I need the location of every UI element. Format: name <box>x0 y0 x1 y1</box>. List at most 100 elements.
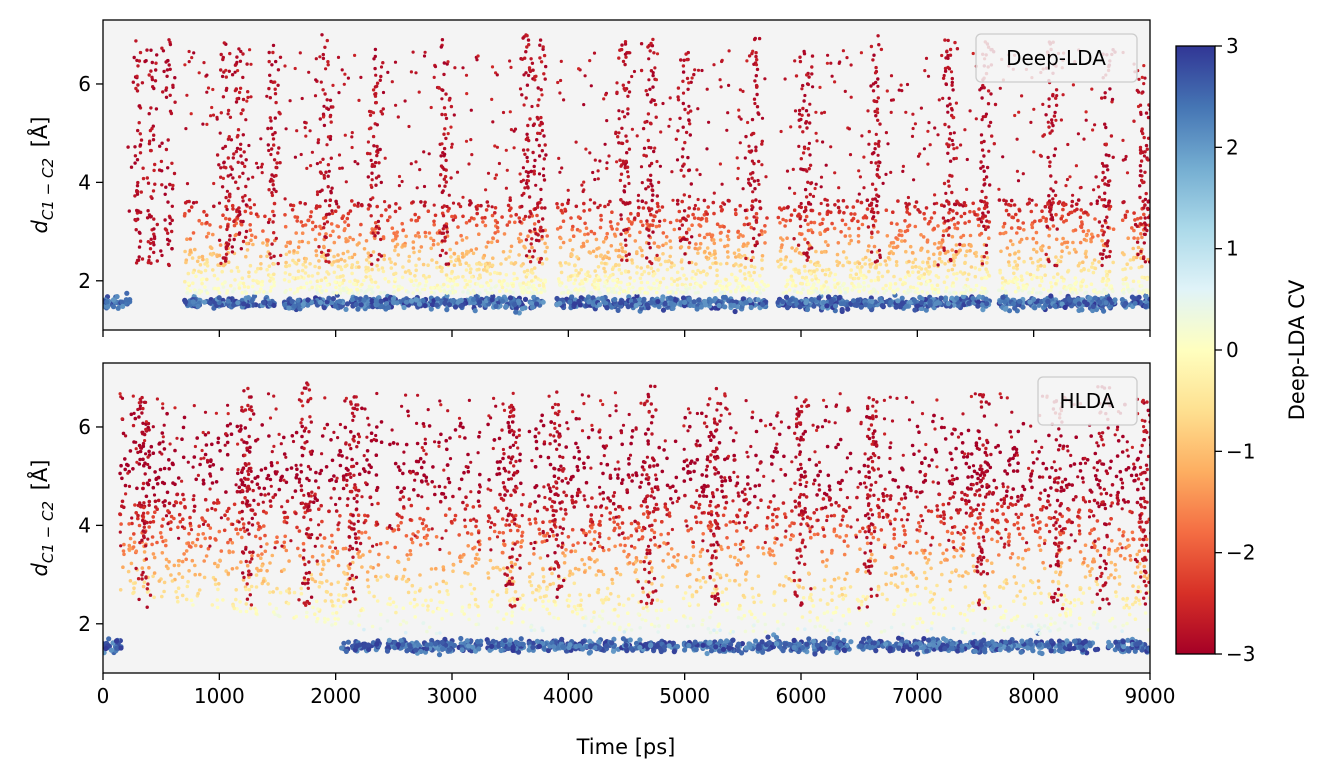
data-point <box>1070 210 1074 215</box>
data-point <box>446 209 450 213</box>
data-point <box>726 255 730 259</box>
data-point <box>144 59 148 63</box>
data-point <box>946 268 951 273</box>
data-point <box>612 296 618 303</box>
data-point <box>1067 297 1073 303</box>
data-point <box>821 217 825 222</box>
data-point <box>574 287 578 292</box>
data-point <box>1032 273 1036 278</box>
data-point <box>212 204 216 209</box>
data-point <box>359 203 364 207</box>
data-point <box>619 232 623 236</box>
data-point <box>892 274 896 279</box>
data-point <box>1136 279 1141 284</box>
data-point <box>578 229 582 233</box>
data-point <box>524 96 528 100</box>
data-point <box>732 251 737 255</box>
data-point <box>793 267 798 272</box>
data-point <box>260 279 265 284</box>
data-point <box>110 297 117 303</box>
data-point <box>346 223 351 227</box>
data-point <box>300 231 305 235</box>
data-point <box>680 282 685 287</box>
data-point <box>449 259 453 264</box>
data-point <box>668 290 672 295</box>
data-point <box>809 208 813 213</box>
data-point <box>529 279 534 283</box>
data-point <box>809 291 814 295</box>
data-point <box>1062 203 1066 208</box>
data-point <box>1014 263 1019 268</box>
data-point <box>779 208 784 212</box>
data-point <box>383 277 388 281</box>
data-point <box>948 47 953 52</box>
data-point <box>442 146 447 151</box>
data-point <box>599 218 603 222</box>
data-point <box>1104 269 1109 274</box>
data-point <box>913 290 917 294</box>
data-point <box>539 60 544 64</box>
top-panel: 246 Deep-LDA dC1 − C2 [Å] <box>26 19 1151 337</box>
data-point <box>396 253 401 257</box>
data-point <box>656 304 662 310</box>
data-point <box>244 158 248 162</box>
data-point <box>750 204 754 208</box>
data-point <box>375 263 379 268</box>
data-point <box>286 305 292 311</box>
data-point <box>255 266 260 271</box>
data-point <box>603 274 608 278</box>
data-point <box>812 220 817 225</box>
data-point <box>618 178 623 183</box>
data-point <box>289 203 293 207</box>
data-point <box>140 81 145 85</box>
data-point <box>797 108 802 113</box>
data-point <box>326 174 330 178</box>
data-point <box>411 240 416 244</box>
data-point <box>1036 267 1040 272</box>
data-point <box>110 304 117 310</box>
data-point <box>185 237 189 241</box>
data-point <box>795 290 800 295</box>
data-point <box>826 243 830 247</box>
data-point <box>755 58 759 62</box>
data-point <box>1008 279 1012 284</box>
data-point <box>923 217 927 221</box>
data-point <box>541 217 545 221</box>
data-point <box>395 234 399 238</box>
data-point <box>271 43 276 48</box>
data-point <box>814 263 818 268</box>
data-point <box>439 154 443 158</box>
data-point <box>152 235 157 239</box>
data-point <box>741 234 745 238</box>
data-point <box>1125 283 1130 287</box>
data-point <box>662 218 667 223</box>
data-point <box>149 261 153 265</box>
data-point <box>331 105 335 109</box>
data-point <box>136 64 140 68</box>
data-point <box>529 169 534 174</box>
data-point <box>608 220 613 224</box>
data-point <box>982 154 986 158</box>
data-point <box>247 198 252 202</box>
data-point <box>558 283 562 288</box>
data-point <box>456 257 461 262</box>
data-point <box>893 304 899 310</box>
data-point <box>447 98 452 102</box>
data-point <box>193 288 197 292</box>
data-point <box>408 271 413 276</box>
data-point <box>246 285 251 290</box>
data-point <box>977 267 982 272</box>
data-point <box>598 225 603 230</box>
data-point <box>298 200 303 205</box>
data-point <box>910 265 915 270</box>
data-point <box>718 224 722 229</box>
data-point <box>221 213 225 217</box>
data-point <box>963 260 967 265</box>
data-point <box>801 106 805 111</box>
data-point <box>1011 215 1016 220</box>
data-point <box>504 257 508 261</box>
data-point <box>375 123 379 127</box>
data-point <box>219 68 223 72</box>
data-point <box>951 142 955 147</box>
data-point <box>393 244 398 249</box>
